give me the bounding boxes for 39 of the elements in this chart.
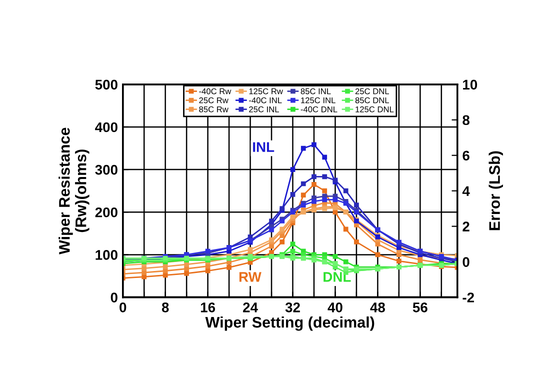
x-tick-label: 8 [162,302,169,312]
legend-label: 125C INL [301,97,336,104]
y-tick-label: 200 [95,207,118,218]
y2-tick-label: 10 [463,80,478,90]
x-tick-label: 40 [328,302,342,312]
legend-label: 125C DNL [356,106,394,112]
legend-label: 85C Rw [199,106,228,112]
y-tick-label: 400 [95,122,118,132]
legend-label: 85C INL [300,88,331,94]
y-tick-label: 500 [95,80,118,90]
x-tick-label: 48 [370,302,385,312]
x-tick-label: 24 [243,302,258,312]
legend-label: 25C INL [249,106,279,112]
x-tick-label: 0 [120,302,126,312]
x-axis-title: Wiper Setting (decimal) [205,316,374,331]
y2-tick-label: 6 [462,150,470,161]
legend-label: 85C DNL [355,97,390,104]
legend-label: -40C DNL [300,106,338,112]
y2-tick-label: 4 [462,186,470,196]
y-tick-label: 0 [110,292,118,302]
annotation: INL [253,142,274,152]
y-axis-title: Wiper Resistance (Rw)(ohms) [58,128,90,254]
annotation: RW [239,272,262,282]
legend-label: -40C INL [249,97,282,104]
legend-label: -40C Rw [199,88,232,94]
y-tick-label: 100 [96,250,118,260]
y2-tick-label: 0 [462,257,470,267]
x-tick-label: 16 [200,302,216,312]
y-tick-label: 300 [95,164,118,175]
legend-label: 25C Rw [199,97,228,104]
y2-tick-label: -2 [462,292,474,302]
annotation: DNL [324,272,351,282]
y2-axis-title: Error (LSb) [488,151,503,230]
legend-label: 125C Rw [249,88,283,94]
x-tick-label: 56 [412,302,428,312]
legend-label: 25C DNL [355,88,390,94]
y2-tick-label: 2 [462,222,470,232]
y2-tick-label: 8 [462,115,470,126]
x-tick-label: 32 [285,302,300,312]
